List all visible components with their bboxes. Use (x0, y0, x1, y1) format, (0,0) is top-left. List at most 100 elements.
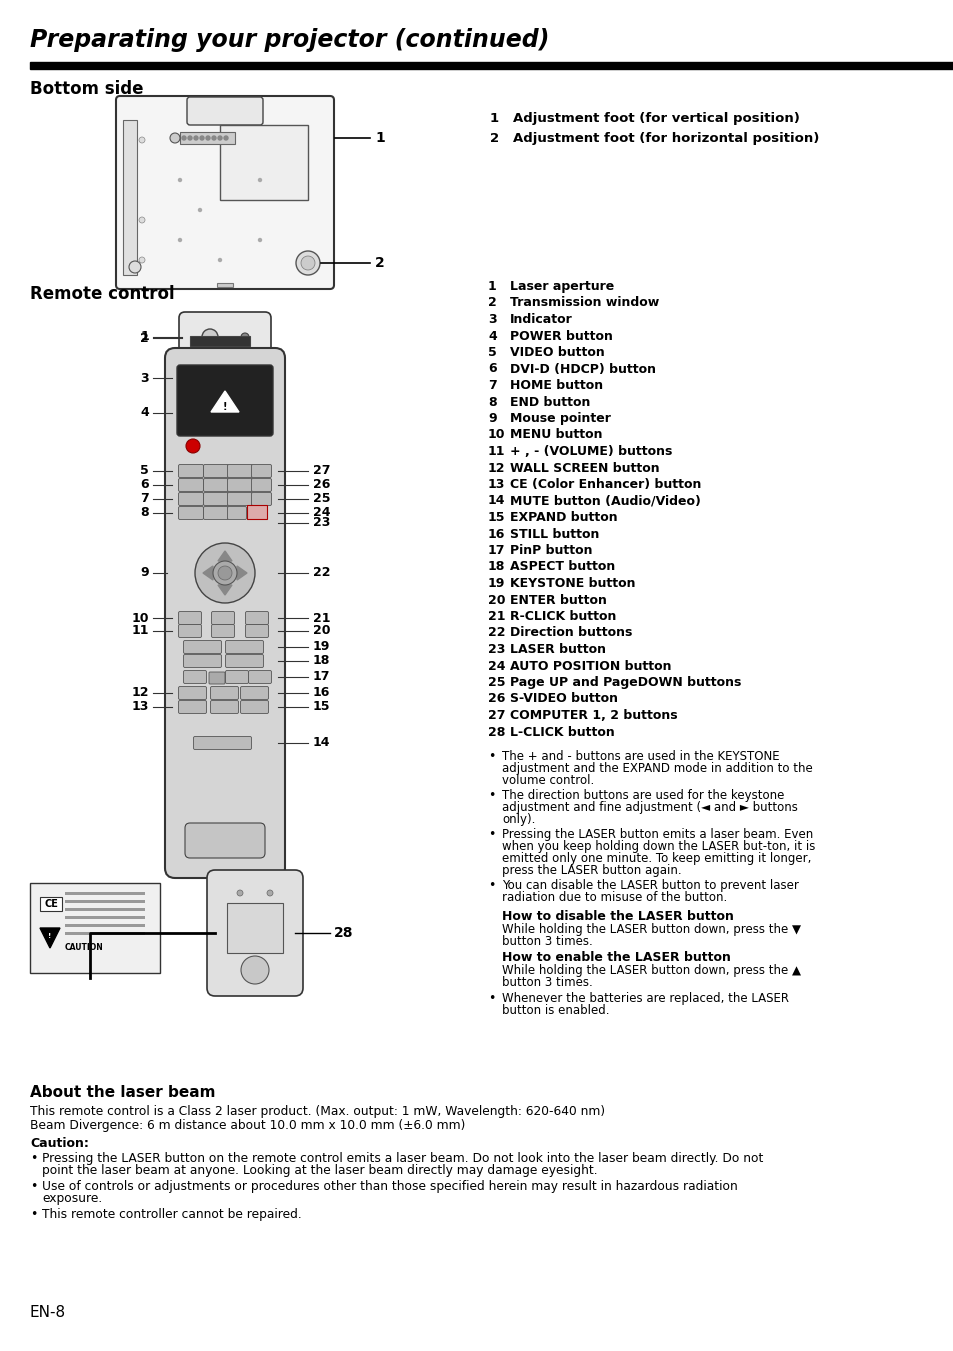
Text: adjustment and fine adjustment (◄ and ► buttons: adjustment and fine adjustment (◄ and ► … (501, 801, 797, 815)
Text: Laser aperture: Laser aperture (510, 280, 614, 293)
Text: 25: 25 (488, 676, 505, 689)
Circle shape (258, 178, 261, 181)
Text: 27: 27 (488, 709, 505, 721)
FancyBboxPatch shape (209, 671, 225, 684)
Text: exposure.: exposure. (42, 1192, 102, 1205)
Text: WALL SCREEN button: WALL SCREEN button (510, 462, 659, 474)
Text: Bottom side: Bottom side (30, 80, 143, 99)
FancyBboxPatch shape (240, 686, 268, 700)
Circle shape (178, 239, 181, 242)
FancyBboxPatch shape (207, 870, 303, 996)
Text: Page UP and PageDOWN buttons: Page UP and PageDOWN buttons (510, 676, 740, 689)
FancyBboxPatch shape (178, 493, 203, 505)
Text: Use of controls or adjustments or procedures other than those specified herein m: Use of controls or adjustments or proced… (42, 1179, 737, 1193)
Text: This remote control is a Class 2 laser product. (Max. output: 1 mW, Wavelength: : This remote control is a Class 2 laser p… (30, 1105, 604, 1119)
Bar (220, 126, 308, 200)
FancyBboxPatch shape (225, 640, 263, 654)
FancyBboxPatch shape (178, 507, 203, 520)
Text: Remote control: Remote control (30, 285, 174, 303)
FancyBboxPatch shape (178, 612, 201, 624)
Text: 22: 22 (313, 566, 330, 580)
FancyBboxPatch shape (178, 701, 206, 713)
Circle shape (213, 561, 236, 585)
FancyBboxPatch shape (203, 507, 229, 520)
Text: While holding the LASER button down, press the ▲: While holding the LASER button down, pre… (501, 965, 801, 977)
Text: button 3 times.: button 3 times. (501, 935, 592, 948)
Bar (65, 900, 145, 902)
FancyBboxPatch shape (211, 701, 238, 713)
Bar (227, 902, 283, 952)
Text: •: • (488, 880, 495, 892)
Text: •: • (30, 1208, 37, 1221)
Text: •: • (488, 828, 495, 842)
Text: 15: 15 (488, 511, 505, 524)
Text: 1: 1 (375, 131, 384, 145)
Text: 7: 7 (488, 380, 497, 392)
Text: 11: 11 (488, 444, 505, 458)
Text: + , - (VOLUME) buttons: + , - (VOLUME) buttons (510, 444, 672, 458)
FancyBboxPatch shape (183, 670, 206, 684)
FancyBboxPatch shape (252, 478, 272, 492)
Text: emitted only one minute. To keep emitting it longer,: emitted only one minute. To keep emittin… (501, 852, 810, 865)
FancyBboxPatch shape (211, 686, 238, 700)
Text: This remote controller cannot be repaired.: This remote controller cannot be repaire… (42, 1208, 301, 1221)
Text: 20: 20 (488, 593, 505, 607)
Text: 28: 28 (488, 725, 505, 739)
Text: EXPAND button: EXPAND button (510, 511, 617, 524)
Text: LASER button: LASER button (510, 643, 605, 657)
FancyBboxPatch shape (183, 654, 221, 667)
Bar (65, 892, 145, 894)
Text: 18: 18 (313, 654, 330, 667)
Text: STILL button: STILL button (510, 527, 598, 540)
FancyBboxPatch shape (193, 736, 252, 750)
Text: !: ! (222, 403, 227, 412)
Text: 6: 6 (488, 362, 497, 376)
Text: Indicator: Indicator (510, 313, 572, 326)
Circle shape (224, 136, 228, 141)
Text: 16: 16 (488, 527, 505, 540)
Text: How to enable the LASER button: How to enable the LASER button (501, 951, 730, 965)
FancyBboxPatch shape (248, 670, 272, 684)
Text: button is enabled.: button is enabled. (501, 1004, 609, 1017)
Text: press the LASER button again.: press the LASER button again. (501, 865, 680, 877)
Text: point the laser beam at anyone. Looking at the laser beam directly may damage ey: point the laser beam at anyone. Looking … (42, 1165, 597, 1177)
FancyBboxPatch shape (227, 465, 253, 477)
Text: 1   Adjustment foot (for vertical position): 1 Adjustment foot (for vertical position… (490, 112, 799, 126)
Text: 9: 9 (488, 412, 497, 426)
Text: !: ! (49, 934, 51, 939)
Circle shape (267, 890, 273, 896)
Circle shape (218, 136, 222, 141)
FancyBboxPatch shape (187, 97, 263, 126)
Text: 2   Adjustment foot (for horizontal position): 2 Adjustment foot (for horizontal positi… (490, 132, 819, 145)
Text: when you keep holding down the LASER but-ton, it is: when you keep holding down the LASER but… (501, 840, 815, 852)
Circle shape (129, 261, 141, 273)
Text: 10: 10 (132, 612, 149, 624)
Circle shape (258, 239, 261, 242)
Text: 14: 14 (488, 494, 505, 508)
FancyBboxPatch shape (227, 493, 253, 505)
Circle shape (170, 132, 180, 143)
Text: 13: 13 (132, 701, 149, 713)
Circle shape (139, 257, 145, 263)
Text: Mouse pointer: Mouse pointer (510, 412, 610, 426)
Polygon shape (218, 551, 232, 561)
Circle shape (212, 136, 215, 141)
Circle shape (182, 136, 186, 141)
Text: button 3 times.: button 3 times. (501, 975, 592, 989)
FancyBboxPatch shape (225, 670, 248, 684)
FancyBboxPatch shape (245, 624, 268, 638)
Circle shape (218, 566, 232, 580)
Text: radiation due to misuse of the button.: radiation due to misuse of the button. (501, 892, 726, 904)
Circle shape (241, 957, 269, 984)
Text: CE: CE (44, 898, 58, 909)
Text: •: • (488, 992, 495, 1005)
Text: 19: 19 (488, 577, 505, 590)
FancyBboxPatch shape (185, 823, 265, 858)
FancyBboxPatch shape (178, 478, 203, 492)
FancyBboxPatch shape (183, 640, 221, 654)
Bar (40, 897, 62, 911)
Circle shape (178, 178, 181, 181)
Text: VIDEO button: VIDEO button (510, 346, 604, 359)
Text: 18: 18 (488, 561, 505, 574)
FancyBboxPatch shape (203, 478, 229, 492)
